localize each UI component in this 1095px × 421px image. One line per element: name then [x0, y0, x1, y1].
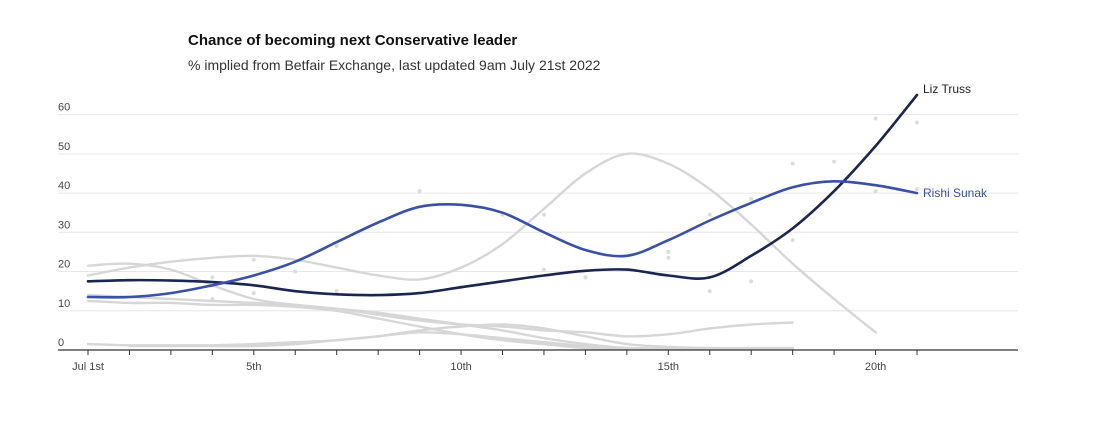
x-tick-label-20: 20th	[865, 361, 886, 373]
scatter-point-22	[873, 116, 878, 121]
series-line-other-4	[86, 299, 794, 351]
scatter-point-5	[334, 244, 339, 249]
scatter-point-7	[417, 189, 422, 194]
y-tick-label-10: 10	[58, 298, 70, 310]
scatter-point-18	[749, 196, 754, 201]
scatter-point-23	[873, 189, 878, 194]
grid-layer: 0 10 20 30 40 50 60	[58, 102, 1018, 349]
scatter-point-17	[749, 279, 754, 284]
scatter-point-12	[583, 275, 588, 280]
y-tick-label-40: 40	[58, 180, 70, 192]
scatter-point-14	[666, 255, 671, 260]
scatter-point-21	[832, 159, 837, 164]
x-tick-label-10: 10th	[450, 361, 471, 373]
scatter-point-6	[334, 289, 339, 294]
scatter-point-20	[790, 238, 795, 243]
series-labels: Liz Truss Rishi Sunak	[923, 82, 988, 200]
scatter-point-24	[915, 120, 919, 125]
y-tick-label-0: 0	[58, 337, 64, 349]
x-tick-label-15: 15th	[658, 361, 679, 373]
series-line-other-2	[86, 262, 794, 338]
y-tick-label-60: 60	[58, 102, 70, 114]
scatter-point-16	[707, 289, 712, 294]
scatter-point-13	[666, 249, 671, 254]
x-tick-label-1: Jul 1st	[72, 361, 104, 373]
series-line-other-5	[86, 323, 794, 350]
chart-subtitle: % implied from Betfair Exchange, last up…	[188, 57, 601, 73]
y-tick-label-20: 20	[58, 259, 70, 271]
series-label-liz-truss: Liz Truss	[923, 82, 971, 96]
series-line-rishi-sunak	[86, 179, 919, 299]
series-label-rishi-sunak: Rishi Sunak	[923, 186, 988, 200]
chart-title: Chance of becoming next Conservative lea…	[188, 32, 518, 49]
scatter-point-19	[790, 161, 795, 166]
scatter-point-11	[541, 267, 546, 272]
series-line-other-1	[86, 152, 877, 334]
scatter-point-10	[541, 212, 546, 217]
x-tick-label-5: 5th	[246, 361, 261, 373]
scatter-point-0	[210, 275, 215, 280]
y-tick-label-30: 30	[58, 219, 70, 231]
scatter-point-25	[915, 187, 919, 192]
scatter-point-3	[251, 257, 256, 262]
leading-candidates-lines	[86, 93, 919, 299]
scatter-point-2	[251, 291, 256, 296]
series-line-other-6	[128, 331, 794, 351]
scatter-point-4	[293, 269, 298, 274]
y-tick-label-50: 50	[58, 141, 70, 153]
scatter-point-15	[707, 212, 712, 217]
other-candidates-lines	[86, 152, 877, 351]
x-axis: Jul 1st 5th 10th 15th 20th	[58, 349, 1018, 373]
